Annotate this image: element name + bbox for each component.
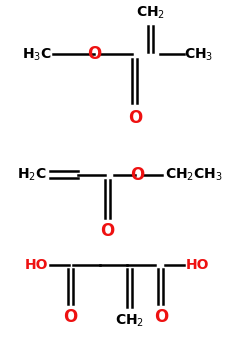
Text: CH$_2$: CH$_2$ (115, 313, 144, 329)
Text: CH$_3$: CH$_3$ (184, 46, 214, 63)
Text: HO: HO (186, 258, 209, 272)
Text: HO: HO (25, 258, 48, 272)
Text: O: O (87, 46, 101, 63)
Text: CH$_2$: CH$_2$ (136, 5, 166, 21)
Text: H$_3$C: H$_3$C (22, 46, 52, 63)
Text: O: O (130, 166, 144, 184)
Text: CH$_2$CH$_3$: CH$_2$CH$_3$ (164, 167, 222, 183)
Text: O: O (100, 222, 115, 240)
Text: O: O (64, 308, 78, 326)
Text: O: O (154, 308, 168, 326)
Text: H$_2$C: H$_2$C (18, 167, 47, 183)
Text: O: O (128, 108, 142, 127)
